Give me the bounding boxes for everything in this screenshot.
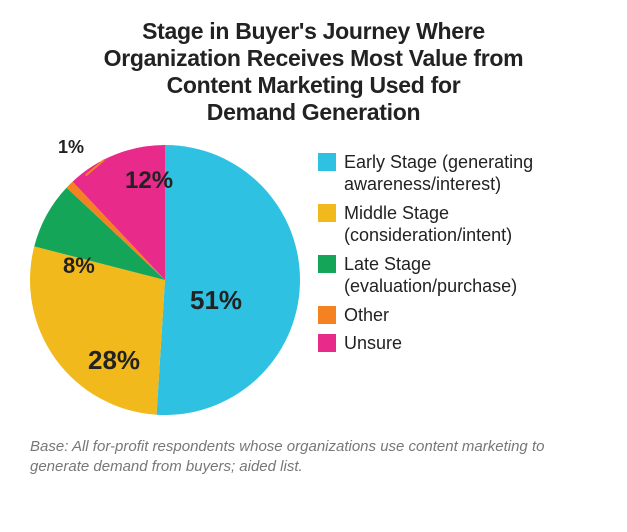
legend-label: Other <box>344 304 389 327</box>
legend-swatch <box>318 306 336 324</box>
legend-swatch <box>318 334 336 352</box>
legend-label: Unsure <box>344 332 402 355</box>
legend-item: Middle Stage (consideration/intent) <box>318 202 564 247</box>
slice-label: 12% <box>125 167 173 195</box>
title-line: Content Marketing Used for <box>167 72 461 98</box>
chart-content: 51%28%8%1%12% Early Stage (generating aw… <box>30 145 597 415</box>
title-line: Organization Receives Most Value from <box>104 45 524 71</box>
title-line: Demand Generation <box>207 99 420 125</box>
legend-swatch <box>318 153 336 171</box>
pie-chart: 51%28%8%1%12% <box>30 145 300 415</box>
slice-label: 51% <box>190 285 242 316</box>
legend-item: Other <box>318 304 564 327</box>
legend-item: Unsure <box>318 332 564 355</box>
legend-swatch <box>318 255 336 273</box>
legend-label: Middle Stage (consideration/intent) <box>344 202 564 247</box>
footnote: Base: All for-profit respondents whose o… <box>30 437 570 478</box>
title-line: Stage in Buyer's Journey Where <box>142 18 485 44</box>
slice-label: 8% <box>63 253 95 279</box>
legend: Early Stage (generating awareness/intere… <box>318 145 564 355</box>
chart-title: Stage in Buyer's Journey WhereOrganizati… <box>30 18 597 127</box>
legend-label: Early Stage (generating awareness/intere… <box>344 151 564 196</box>
legend-swatch <box>318 204 336 222</box>
legend-item: Late Stage (evaluation/purchase) <box>318 253 564 298</box>
legend-item: Early Stage (generating awareness/intere… <box>318 151 564 196</box>
pie-slice <box>157 145 300 415</box>
slice-label: 28% <box>88 345 140 376</box>
legend-label: Late Stage (evaluation/purchase) <box>344 253 564 298</box>
slice-label: 1% <box>58 137 84 158</box>
